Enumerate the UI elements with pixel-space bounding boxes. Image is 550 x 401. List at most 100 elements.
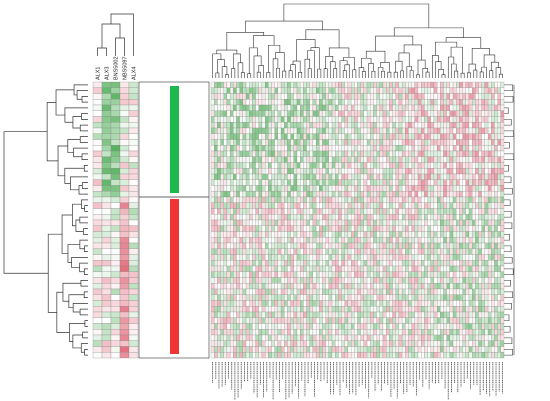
main-heatmap-cell (376, 168, 380, 175)
main-heatmap-cell (433, 214, 438, 221)
main-heatmap-cell (357, 150, 361, 157)
main-heatmap-cell (497, 173, 501, 180)
main-heatmap-cell (414, 237, 419, 244)
main-heatmap-cell (325, 271, 329, 278)
main-heatmap-cell (468, 265, 473, 272)
main-heatmap-cell (325, 110, 329, 117)
main-heatmap-cell (287, 81, 291, 88)
main-heatmap-cell (341, 156, 345, 163)
main-heatmap-cell (319, 237, 323, 244)
main-heatmap-cell (328, 329, 333, 336)
main-heatmap-cell (376, 219, 380, 226)
main-heatmap-cell (401, 254, 406, 261)
main-heatmap-cell (249, 237, 253, 244)
main-heatmap-cell (277, 237, 282, 244)
main-heatmap-cell (357, 219, 361, 226)
main-heatmap-cell (284, 93, 288, 100)
main-heatmap-cell (363, 133, 368, 140)
main-heatmap-cell (252, 99, 256, 106)
main-heatmap-cell (271, 277, 275, 284)
main-heatmap-cell (300, 352, 304, 359)
main-heatmap-cell (452, 168, 457, 175)
main-heatmap-cell (411, 271, 415, 278)
main-heatmap-cell (290, 150, 294, 157)
cluster-bar-red (170, 199, 179, 354)
main-heatmap-cell (344, 185, 349, 192)
main-heatmap-cell (386, 271, 390, 278)
main-heatmap-cell (421, 116, 425, 123)
main-heatmap-cell (363, 219, 368, 226)
main-heatmap-cell (284, 340, 288, 347)
main-heatmap-cell (236, 122, 240, 129)
main-heatmap-cell (401, 237, 406, 244)
main-heatmap-cell (280, 127, 285, 134)
main-heatmap-cell (379, 340, 384, 347)
main-heatmap-cell (258, 225, 263, 232)
main-heatmap-cell (274, 110, 279, 117)
main-heatmap-cell (351, 323, 355, 330)
main-heatmap-cell (468, 133, 473, 140)
main-heatmap-cell (325, 311, 329, 318)
main-heatmap-cell (309, 329, 314, 336)
main-heatmap-cell (487, 87, 492, 94)
small-heatmap-cell (110, 237, 121, 244)
main-heatmap-cell (328, 93, 333, 100)
main-heatmap-cell (462, 260, 466, 267)
main-heatmap-cell (465, 340, 470, 347)
main-heatmap-cell (274, 231, 279, 238)
main-heatmap-cell (433, 346, 438, 353)
main-heatmap-cell (376, 99, 380, 106)
main-heatmap-cell (392, 311, 396, 318)
main-heatmap-cell (440, 202, 444, 209)
main-heatmap-cell (395, 173, 400, 180)
main-heatmap-cell (309, 110, 314, 117)
main-heatmap-cell (312, 271, 317, 278)
main-heatmap-cell (360, 323, 364, 330)
main-heatmap-cell (325, 191, 329, 198)
main-heatmap-cell (386, 237, 390, 244)
main-heatmap-cell (494, 265, 498, 272)
main-heatmap-cell (456, 288, 460, 295)
main-heatmap-cell (265, 242, 269, 249)
main-heatmap-cell (217, 300, 221, 307)
main-heatmap-cell (335, 277, 339, 284)
main-heatmap-cell (236, 191, 240, 198)
main-heatmap-cell (421, 317, 425, 324)
main-heatmap-cell (417, 139, 422, 146)
main-heatmap-cell (465, 87, 470, 94)
main-heatmap-cell (405, 145, 409, 152)
main-heatmap-cell (398, 288, 403, 295)
main-heatmap-cell (389, 271, 393, 278)
main-heatmap-cell (274, 237, 279, 244)
right-dendrogram-branch (504, 130, 514, 137)
column-dendrogram-branch (272, 58, 279, 78)
main-heatmap-cell (462, 346, 466, 353)
main-heatmap-cell (325, 196, 329, 203)
main-heatmap-cell (373, 248, 377, 255)
main-heatmap-cell (472, 208, 476, 215)
main-heatmap-cell (287, 288, 291, 295)
main-heatmap-cell (322, 99, 326, 106)
main-heatmap-cell (468, 116, 473, 123)
main-heatmap-cell (220, 191, 224, 198)
main-heatmap-cell (258, 288, 263, 295)
main-heatmap-cell (436, 219, 441, 226)
main-heatmap-cell (303, 300, 307, 307)
main-heatmap-cell (373, 150, 377, 157)
main-heatmap-cell (370, 323, 374, 330)
main-heatmap-cell (217, 323, 221, 330)
main-heatmap-cell (287, 133, 291, 140)
main-heatmap-cell (414, 110, 419, 117)
main-heatmap-cell (328, 352, 333, 359)
main-heatmap-cell (487, 81, 492, 88)
main-heatmap-cell (226, 237, 231, 244)
main-heatmap-cell (487, 254, 492, 261)
main-heatmap-cell (338, 271, 342, 278)
main-heatmap-cell (491, 104, 495, 111)
main-heatmap-cell (290, 352, 294, 359)
main-heatmap-cell (468, 145, 473, 152)
main-heatmap-cell (440, 231, 444, 238)
small-heatmap-cell (119, 334, 130, 341)
main-heatmap-cell (249, 265, 253, 272)
main-heatmap-cell (497, 306, 501, 313)
